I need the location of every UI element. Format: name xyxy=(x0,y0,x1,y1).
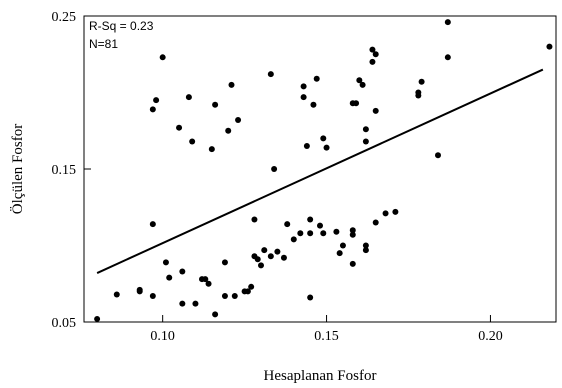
data-point xyxy=(362,126,369,133)
data-point xyxy=(382,210,389,217)
data-point xyxy=(444,19,451,26)
data-point xyxy=(415,92,422,99)
data-point xyxy=(339,242,346,249)
x-tick-label: 0.20 xyxy=(478,329,503,344)
data-point xyxy=(258,262,264,269)
y-tick-label: 0.05 xyxy=(52,316,77,331)
data-point xyxy=(372,219,379,226)
data-point xyxy=(336,250,343,257)
data-point xyxy=(310,101,317,108)
data-point xyxy=(159,54,166,61)
data-point xyxy=(435,152,441,159)
data-point xyxy=(212,101,219,108)
data-point xyxy=(349,231,356,238)
data-point xyxy=(176,124,183,131)
data-point xyxy=(300,83,307,90)
data-point xyxy=(369,46,376,53)
data-point xyxy=(349,227,356,234)
data-point xyxy=(136,288,143,295)
data-point xyxy=(179,268,186,275)
x-axis-title: Hesaplanan Fosfor xyxy=(264,368,377,384)
data-point xyxy=(189,138,196,145)
data-point xyxy=(369,58,376,65)
data-point xyxy=(320,230,327,237)
y-axis-title: Ölçülen Fosfor xyxy=(9,124,26,214)
data-point xyxy=(166,274,173,281)
data-point xyxy=(271,166,278,172)
data-point xyxy=(162,259,169,266)
data-point xyxy=(307,216,314,223)
data-point xyxy=(392,208,399,215)
data-point xyxy=(221,259,228,266)
data-point xyxy=(212,311,219,318)
data-point xyxy=(225,127,232,134)
data-point xyxy=(149,221,156,228)
data-point xyxy=(205,280,212,287)
data-point xyxy=(280,254,287,261)
regression-line xyxy=(96,68,544,274)
data-point xyxy=(185,94,192,101)
plot-frame xyxy=(83,15,557,323)
data-point xyxy=(113,291,120,298)
data-points xyxy=(94,19,553,322)
data-point xyxy=(356,77,363,84)
data-point xyxy=(333,228,340,235)
data-point xyxy=(149,292,156,299)
data-point xyxy=(179,300,186,307)
data-point xyxy=(274,248,281,255)
data-point xyxy=(320,135,327,142)
data-point xyxy=(372,107,379,114)
r-squared-annotation: R-Sq = 0.23 xyxy=(89,19,154,33)
data-point xyxy=(94,315,101,322)
data-point xyxy=(353,100,360,107)
sample-size-annotation: N=81 xyxy=(89,37,118,51)
x-tick-label: 0.15 xyxy=(314,329,339,344)
data-point xyxy=(244,288,251,295)
data-point xyxy=(192,300,199,307)
data-point xyxy=(284,221,291,228)
data-point xyxy=(303,143,310,150)
data-point xyxy=(261,247,268,254)
data-point xyxy=(359,81,366,88)
data-point xyxy=(248,283,255,290)
data-point xyxy=(362,138,369,145)
data-point xyxy=(202,276,209,283)
data-point xyxy=(323,144,330,151)
data-point xyxy=(290,236,297,243)
data-point xyxy=(267,253,274,260)
data-point xyxy=(362,242,369,249)
data-point xyxy=(546,43,553,50)
data-point xyxy=(444,54,451,61)
data-point xyxy=(235,117,242,124)
y-tick-label: 0.15 xyxy=(52,163,77,178)
y-tick-label: 0.25 xyxy=(52,10,77,25)
data-point xyxy=(307,294,314,301)
data-point xyxy=(228,81,235,88)
data-point xyxy=(418,78,425,85)
data-point xyxy=(362,247,369,254)
data-point xyxy=(307,230,314,237)
data-point xyxy=(221,292,228,299)
data-point xyxy=(149,106,156,113)
data-point xyxy=(297,230,304,237)
data-point xyxy=(254,256,261,263)
data-point xyxy=(251,216,258,223)
x-tick-label: 0.10 xyxy=(150,329,175,344)
data-point xyxy=(313,75,320,82)
data-point xyxy=(208,146,215,153)
data-point xyxy=(300,94,307,101)
axis-ticks: 0.10 0.15 0.20 0.05 0.15 0.25 xyxy=(52,10,503,344)
data-point xyxy=(231,292,238,299)
data-point xyxy=(153,97,160,104)
data-point xyxy=(317,222,323,229)
data-point xyxy=(349,260,356,267)
data-point xyxy=(372,51,379,58)
data-point xyxy=(267,71,274,78)
